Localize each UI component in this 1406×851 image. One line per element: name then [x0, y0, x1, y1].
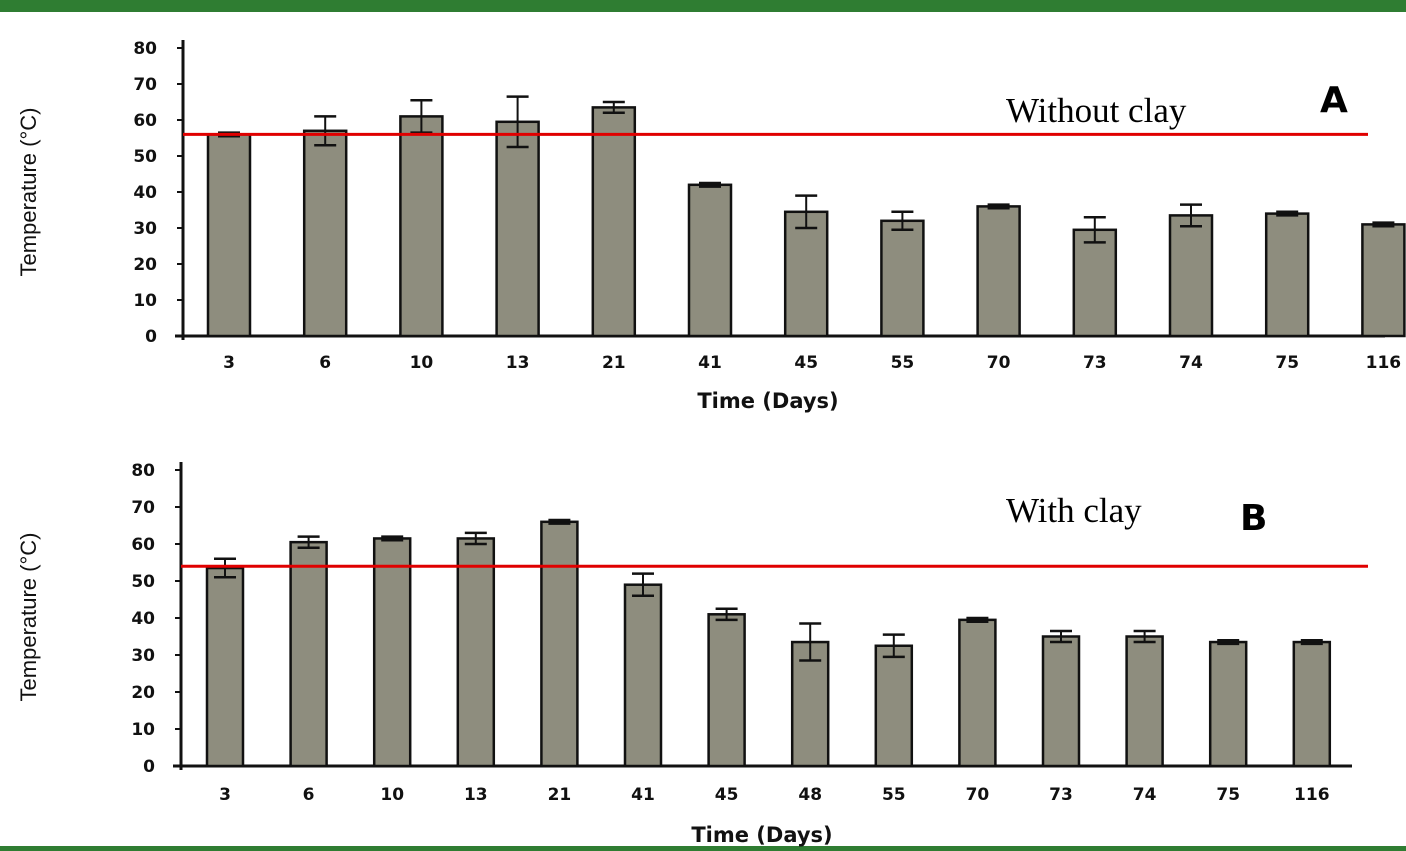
panel-b-bar — [372, 537, 412, 768]
panel-a-bar — [1168, 214, 1214, 338]
panel-a-x-tick-label: 73 — [1083, 353, 1107, 373]
panel-a-x-tick-label: 75 — [1275, 353, 1299, 373]
panel-b-y-tick-label: 60 — [131, 535, 155, 555]
panel-a-x-tick-label: 70 — [987, 353, 1011, 373]
bottom-frame-bar — [0, 846, 1406, 851]
panel-a-y-tick-label: 0 — [145, 327, 157, 347]
panel-a-x-tick-label: 6 — [319, 353, 331, 373]
panel-b-x-tick-label: 55 — [882, 785, 906, 805]
panel-a-x-tick-label: 10 — [410, 353, 434, 373]
panel-b-x-tick-label: 45 — [715, 785, 739, 805]
panel-b-bar — [1041, 635, 1081, 768]
panel-b-bar — [623, 583, 663, 768]
panel-b-y-tick-label: 10 — [131, 720, 155, 740]
panel-a-y-tick-label: 80 — [133, 39, 157, 59]
panel-a-y-tick-label: 10 — [133, 291, 157, 311]
panel-b-bar — [874, 644, 914, 768]
panel-a-bar — [206, 133, 252, 338]
panel-b-y-tick-label: 40 — [131, 609, 155, 629]
panel-b-bar — [1208, 640, 1248, 768]
panel-a-bar — [783, 210, 829, 338]
panel-b-bar — [540, 520, 579, 768]
panel-a: Temperature (°C) Time (Days) Without cla… — [16, 39, 1406, 413]
panel-b-y-axis-label: Temperature (°C) — [16, 533, 41, 702]
panel-a-y-axis-label: Temperature (°C) — [16, 108, 41, 277]
panel-a-bar — [399, 115, 444, 338]
panel-a-x-tick-label: 116 — [1366, 353, 1402, 373]
panel-b-y-tick-label: 80 — [131, 461, 155, 481]
panel-b-x-tick-label: 10 — [380, 785, 404, 805]
panel-b-annotation: With clay — [1006, 491, 1142, 530]
panel-a-bar — [591, 106, 637, 338]
panel-a-x-tick-label: 21 — [602, 353, 626, 373]
panel-b-y-tick-label: 30 — [131, 646, 155, 666]
panel-b-y-tick-label: 20 — [131, 683, 155, 703]
panel-b-bar — [1292, 640, 1332, 768]
panel-b-plot: 0 10 20 30 40 50 60 70 80 3 6 10 13 21 41 45 48 55 70 73 74 7… — [131, 461, 1368, 805]
panel-b-x-tick-label: 70 — [966, 785, 990, 805]
panel-a-bar — [302, 129, 348, 338]
panel-b-x-tick-label: 75 — [1216, 785, 1240, 805]
panel-a-x-tick-label: 55 — [891, 353, 915, 373]
panel-b-x-tick-label: 73 — [1049, 785, 1073, 805]
panel-a-x-tick-label: 45 — [794, 353, 818, 373]
panel-b-x-tick-label: 41 — [631, 785, 655, 805]
panel-a-x-axis-label: Time (Days) — [697, 389, 838, 413]
panel-b-bar — [456, 537, 496, 768]
panel-a-bar — [495, 120, 540, 338]
panel-a-plot: 0 10 20 30 40 50 60 70 80 3 6 10 13 21 41 45 55 70 73 74 75 1… — [133, 39, 1406, 373]
top-frame-bar — [0, 0, 1406, 12]
panel-b-x-tick-label: 116 — [1294, 785, 1330, 805]
panel-b-bar — [958, 618, 997, 768]
panel-a-y-tick-label: 50 — [133, 147, 157, 167]
panel-a-y-tick-label: 40 — [133, 183, 157, 203]
panel-b-x-axis-label: Time (Days) — [691, 823, 832, 847]
panel-a-bar — [1361, 223, 1406, 338]
panel-b-y-tick-label: 70 — [131, 498, 155, 518]
panel-a-y-tick-label: 70 — [133, 75, 157, 95]
panel-b-x-tick-label: 3 — [219, 785, 231, 805]
panel-a-bar — [1072, 228, 1118, 338]
panel-b-x-tick-label: 21 — [548, 785, 572, 805]
panel-b-bar — [205, 566, 245, 768]
panel-b-y-tick-label: 50 — [131, 572, 155, 592]
panel-a-y-tick-label: 30 — [133, 219, 157, 239]
panel-a-x-tick-label: 3 — [223, 353, 235, 373]
panel-a-bar — [880, 219, 925, 338]
panel-b-x-tick-label: 13 — [464, 785, 488, 805]
panel-a-x-tick-label: 13 — [506, 353, 530, 373]
panel-a-label: A — [1320, 80, 1348, 121]
panel-a-x-tick-label: 74 — [1179, 353, 1203, 373]
panel-b-bar — [1125, 635, 1164, 768]
panel-a-x-tick-label: 41 — [698, 353, 722, 373]
panel-b-bar — [289, 540, 328, 768]
panel-a-bar — [976, 205, 1021, 338]
panel-b-x-tick-label: 6 — [303, 785, 315, 805]
panel-b: Temperature (°C) Time (Days) With clay B… — [16, 461, 1368, 847]
panel-b-y-tick-label: 0 — [143, 757, 155, 777]
panel-b-bar — [707, 613, 746, 768]
panel-b-x-tick-label: 48 — [798, 785, 822, 805]
panel-a-bar — [687, 183, 733, 338]
panel-b-label: B — [1240, 498, 1267, 539]
panel-a-bar — [1264, 212, 1310, 338]
panel-a-y-tick-label: 20 — [133, 255, 157, 275]
panel-b-x-tick-label: 74 — [1133, 785, 1157, 805]
panel-a-annotation: Without clay — [1006, 91, 1187, 130]
panel-a-y-tick-label: 60 — [133, 111, 157, 131]
